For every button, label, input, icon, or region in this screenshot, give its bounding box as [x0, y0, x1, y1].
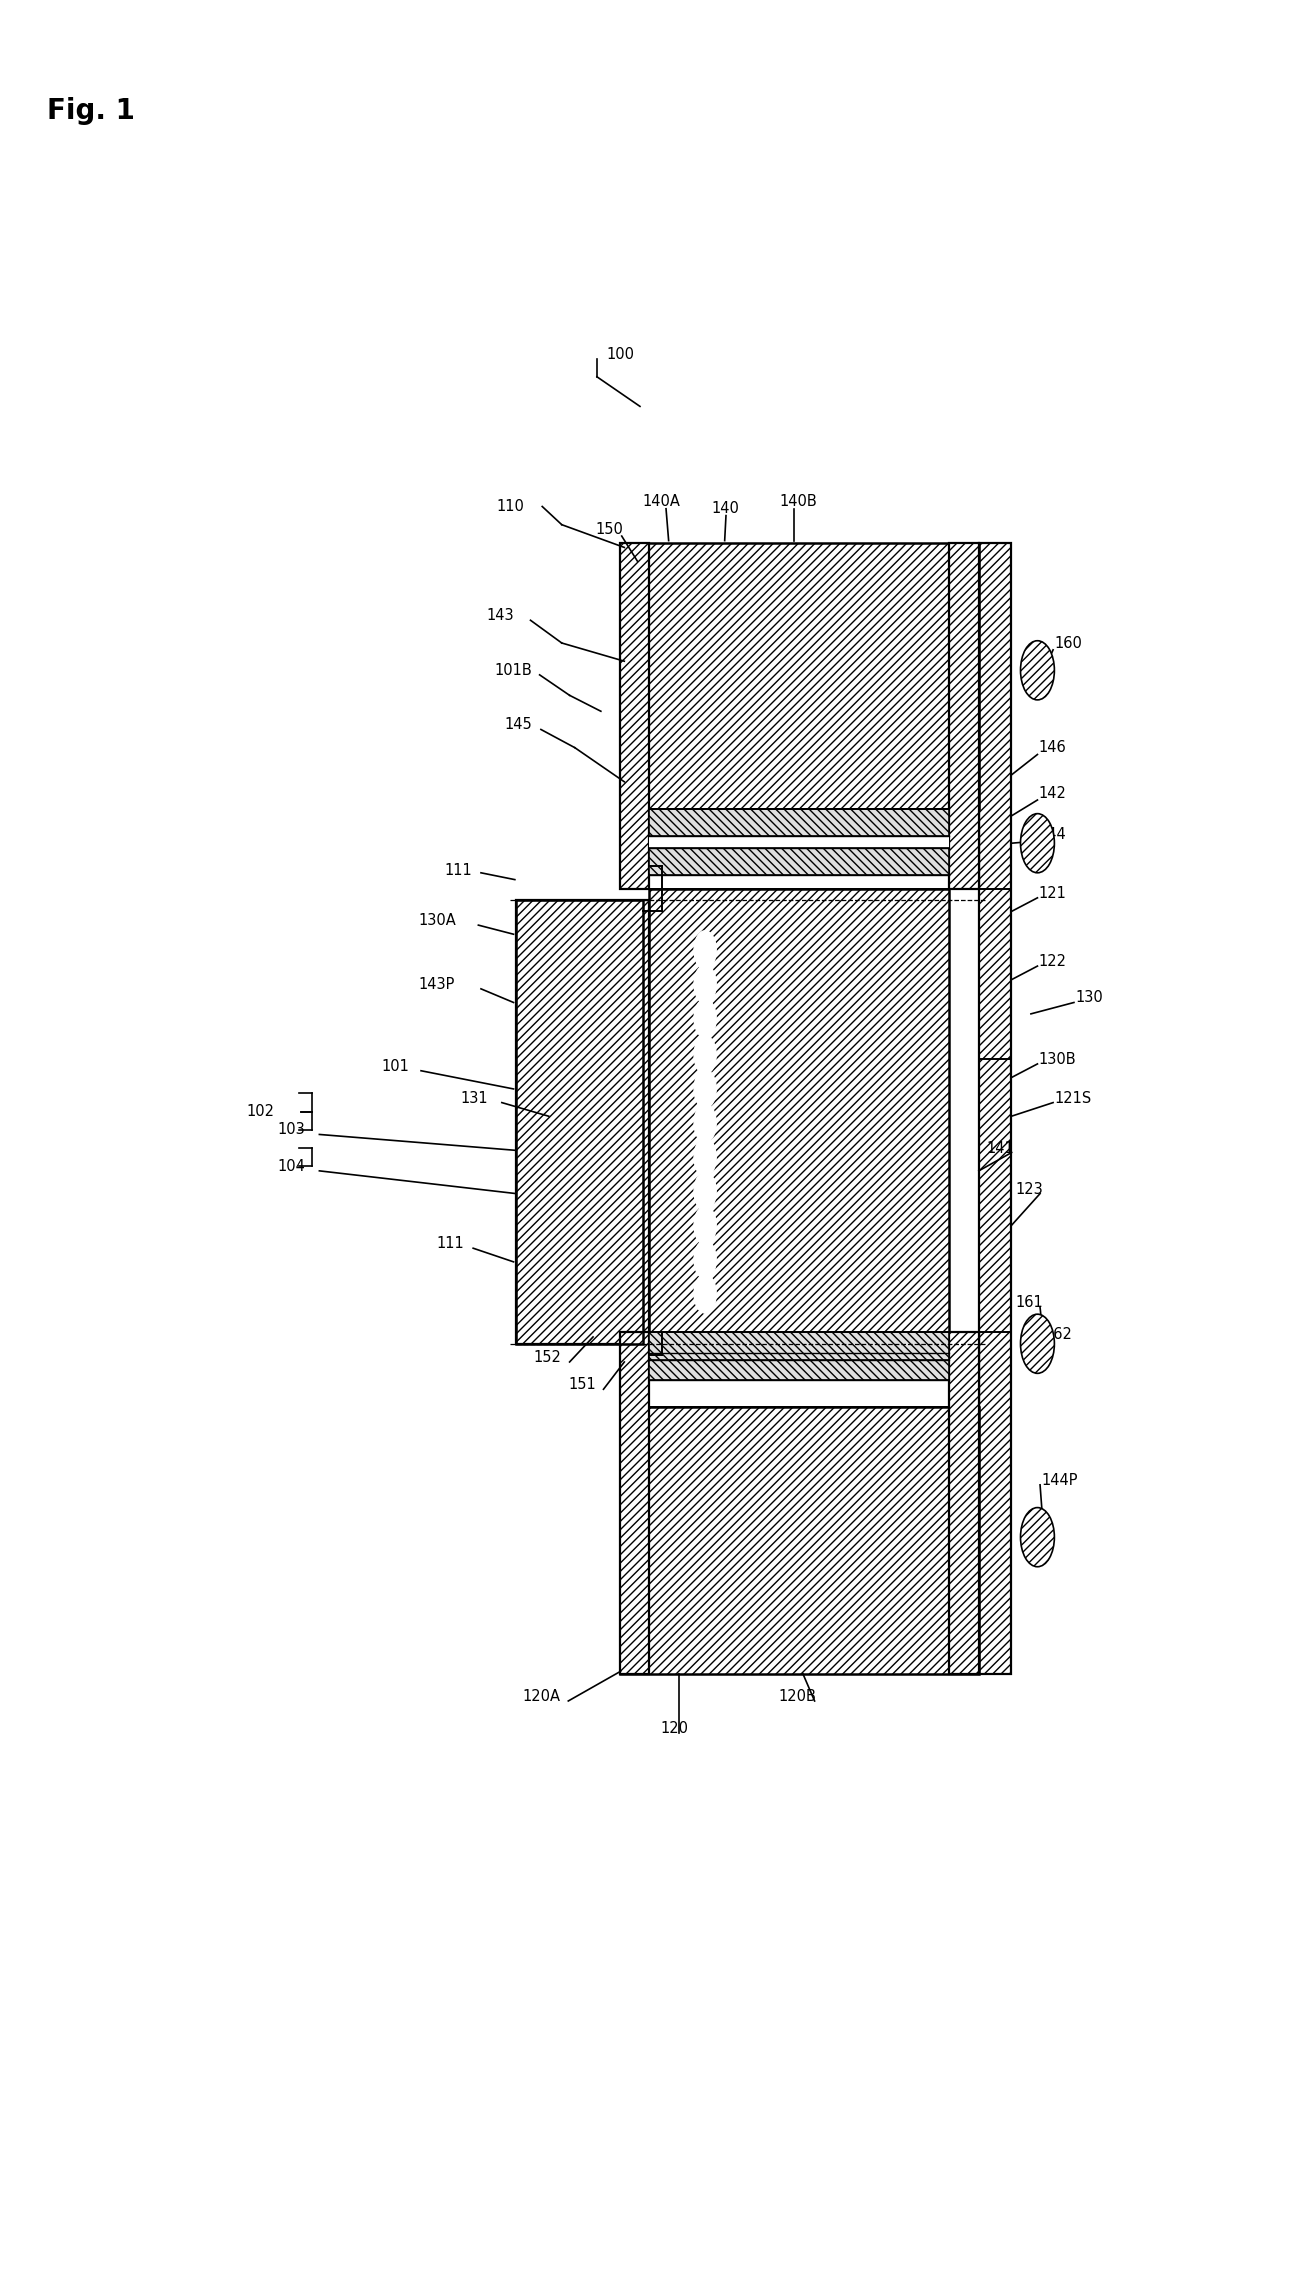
Circle shape	[1020, 640, 1054, 699]
Text: 162: 162	[1043, 1328, 1072, 1342]
Bar	[949, 542, 978, 888]
Text: 104: 104	[278, 1160, 306, 1173]
Circle shape	[693, 1036, 716, 1075]
Text: 146: 146	[1038, 740, 1067, 756]
Text: 111: 111	[436, 1237, 465, 1251]
Text: 111: 111	[444, 863, 473, 877]
Circle shape	[693, 1000, 716, 1039]
Bar	[620, 542, 978, 809]
Bar	[620, 1408, 978, 1674]
Circle shape	[693, 1071, 716, 1109]
Bar	[620, 1333, 649, 1674]
Text: 131: 131	[460, 1091, 487, 1105]
Text: 140: 140	[712, 501, 739, 517]
Text: 142: 142	[1038, 786, 1067, 800]
Circle shape	[1020, 813, 1054, 872]
Bar	[649, 1333, 949, 1360]
Text: 120A: 120A	[522, 1688, 560, 1704]
Bar	[649, 1353, 949, 1380]
Bar	[516, 900, 649, 1344]
Circle shape	[693, 1139, 716, 1175]
Text: 123: 123	[1015, 1182, 1043, 1196]
Bar	[649, 847, 949, 875]
Text: 143P: 143P	[418, 977, 454, 991]
Text: 130A: 130A	[418, 913, 456, 927]
Circle shape	[693, 1273, 716, 1312]
Circle shape	[693, 1239, 716, 1278]
Text: 101B: 101B	[494, 663, 532, 679]
Text: 141: 141	[986, 1141, 1015, 1155]
Bar	[516, 900, 643, 1344]
Text: 152: 152	[533, 1351, 562, 1365]
Text: 130: 130	[1075, 991, 1104, 1005]
Text: 101: 101	[381, 1059, 410, 1073]
Circle shape	[693, 1171, 716, 1210]
Text: 151: 151	[568, 1378, 596, 1392]
Text: 140B: 140B	[780, 494, 818, 510]
Bar	[649, 836, 949, 847]
Bar	[978, 542, 1011, 1674]
Bar	[649, 888, 949, 1333]
Text: 102: 102	[247, 1105, 274, 1118]
Circle shape	[1020, 1314, 1054, 1374]
Circle shape	[693, 1105, 716, 1141]
Text: 160: 160	[1054, 636, 1083, 652]
Text: 130B: 130B	[1038, 1052, 1076, 1066]
Circle shape	[693, 966, 716, 1005]
Text: 140A: 140A	[643, 494, 680, 510]
Text: 103: 103	[278, 1123, 306, 1137]
Text: Fig. 1: Fig. 1	[47, 98, 135, 125]
Circle shape	[693, 1205, 716, 1244]
Text: 120: 120	[661, 1720, 688, 1736]
Bar	[620, 542, 649, 888]
Circle shape	[1020, 1508, 1054, 1567]
Text: 122: 122	[1038, 954, 1067, 968]
Text: 145: 145	[504, 718, 532, 734]
Text: 120B: 120B	[778, 1688, 816, 1704]
Circle shape	[693, 932, 716, 970]
Text: 161: 161	[1015, 1296, 1043, 1310]
Text: 121S: 121S	[1054, 1091, 1092, 1105]
Bar	[649, 1353, 949, 1360]
Text: 150: 150	[596, 522, 623, 538]
Text: 144: 144	[1038, 827, 1067, 841]
Text: 143: 143	[486, 608, 513, 624]
Text: 121: 121	[1038, 886, 1067, 900]
Text: 100: 100	[606, 346, 635, 362]
Bar	[649, 809, 949, 836]
Bar	[949, 1333, 978, 1674]
Text: 110: 110	[496, 499, 525, 515]
Text: 144P: 144P	[1041, 1474, 1077, 1488]
